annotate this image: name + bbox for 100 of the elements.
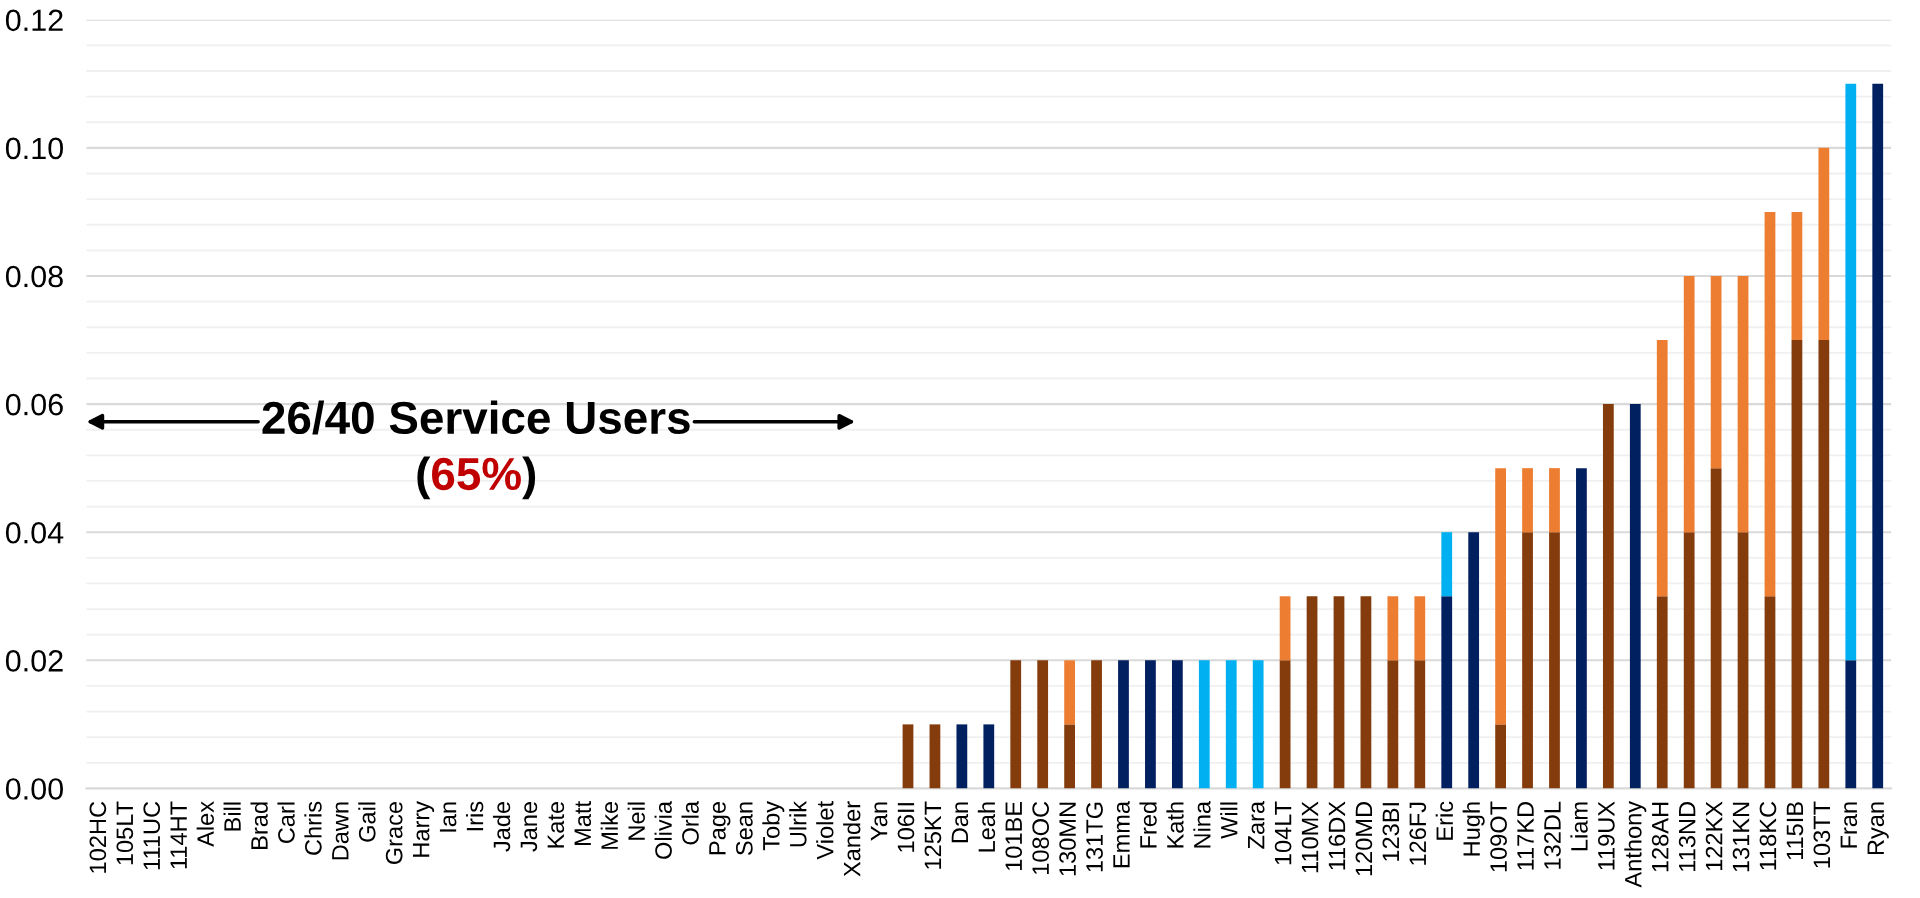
bar: [1118, 660, 1129, 789]
x-tick-label: 131KN: [1732, 802, 1750, 872]
bar: [1683, 275, 1695, 533]
annotation: (: [417, 456, 431, 500]
x-tick-label: Toby: [762, 800, 785, 851]
x-tick-label: Page: [709, 801, 731, 855]
x-tick-label: Olivia: [654, 800, 672, 859]
annotation: ): [522, 456, 536, 500]
x-tick-label: Matt: [574, 801, 592, 845]
x-tick-label: Will: [1220, 802, 1238, 839]
bar: [1441, 596, 1453, 789]
x-tick-label: Leah: [977, 802, 996, 852]
x-tick-label: Orla: [681, 800, 699, 845]
bar: [1441, 532, 1453, 597]
x-tick-label: Liam: [1570, 802, 1588, 851]
x-tick-label: Dawn: [332, 802, 349, 860]
bar: [1414, 660, 1426, 789]
bar: [1737, 275, 1749, 533]
x-tick-label: 109OT: [1490, 801, 1507, 872]
bar: [1091, 660, 1102, 789]
x-tick-label: Sean: [735, 802, 753, 856]
bar: [1064, 660, 1075, 725]
x-tick-label: Xander: [843, 801, 861, 877]
x-tick-label: Brad: [250, 802, 268, 849]
x-tick-label: 101BE: [1005, 801, 1023, 871]
bar: [983, 724, 995, 789]
bar: [1764, 211, 1776, 597]
bar: [1225, 660, 1237, 789]
bar: [1279, 596, 1291, 661]
bar: [1845, 83, 1857, 661]
y-tick-label: 0.12: [5, 9, 63, 32]
x-tick-label: Bill: [223, 802, 241, 831]
x-tick-label: Nina: [1193, 800, 1211, 848]
bar: [1037, 660, 1049, 789]
annotation: 65%: [432, 457, 521, 491]
y-tick-label: 0.06: [5, 393, 63, 416]
bar: [1495, 724, 1506, 789]
x-tick-label: 117KD: [1517, 802, 1534, 870]
y-tick-label: 0.02: [5, 650, 63, 672]
bar: [1145, 660, 1156, 789]
bar: [929, 724, 941, 789]
bar: [1495, 468, 1506, 725]
x-tick-label: Harry: [412, 800, 435, 857]
bar: [1710, 468, 1722, 789]
bar: [1872, 83, 1884, 789]
x-tick-label: Dan: [951, 802, 969, 843]
x-tick-label: 123BI: [1382, 803, 1400, 861]
bar: [1387, 660, 1399, 789]
x-tick-label: 119UX: [1597, 801, 1615, 870]
x-tick-label: 125KT: [924, 801, 942, 869]
x-tick-label: 115IB: [1786, 802, 1804, 860]
x-tick-label: Yan: [870, 802, 888, 841]
x-tick-label: 111UC: [143, 801, 161, 870]
x-tick-label: Hugh: [1462, 802, 1485, 856]
x-tick-label: 104LT: [1274, 801, 1292, 865]
x-tick-label: Mike: [600, 801, 619, 849]
bar: [1818, 340, 1830, 789]
bar: [1549, 468, 1560, 533]
bar: [1576, 468, 1587, 789]
x-tick-label: 128AH: [1651, 802, 1669, 872]
x-tick-label: 106II: [897, 803, 915, 852]
x-tick-label: 126FJ: [1409, 802, 1427, 865]
bar: [1791, 211, 1803, 341]
bar: [1710, 275, 1722, 469]
x-tick-label: 114HT: [170, 801, 187, 869]
bar: [1279, 660, 1291, 789]
bar: [1360, 596, 1372, 789]
bar: [1656, 340, 1668, 597]
x-tick-label: Fran: [1840, 802, 1858, 848]
x-tick-label: Violet: [816, 801, 834, 860]
bar: [1468, 532, 1480, 789]
x-tick-label: Emma: [1113, 800, 1130, 868]
x-tick-label: 131TG: [1086, 802, 1103, 872]
y-tick-label: 0.00: [5, 778, 63, 800]
bar: [1306, 596, 1318, 789]
x-tick-label: Jane: [520, 801, 538, 852]
x-tick-label: Chris: [304, 801, 322, 855]
bar: [1791, 340, 1803, 789]
x-tick-label: Grace: [385, 801, 403, 865]
bar: [1387, 596, 1399, 661]
bar: [1629, 404, 1641, 789]
x-tick-label: 118KC: [1759, 801, 1777, 870]
x-tick-label: 122KX: [1705, 801, 1723, 871]
x-tick-label: Anthony: [1624, 800, 1647, 888]
annotation: 26/40 Service Users: [262, 400, 690, 435]
x-tick-label: Alex: [196, 801, 214, 847]
bar: [1010, 660, 1022, 789]
x-tick-label: Neil: [627, 802, 645, 840]
x-tick-label: 130MN: [1059, 802, 1076, 876]
bar: [1064, 724, 1075, 789]
x-tick-label: Carl: [277, 802, 295, 844]
x-tick-label: Zara: [1248, 800, 1265, 849]
x-tick-label: Kath: [1166, 802, 1184, 848]
bar: [1764, 596, 1776, 789]
x-tick-label: 132DL: [1544, 801, 1561, 869]
bar: [1683, 532, 1695, 789]
bar: [1198, 660, 1210, 789]
bar: [1252, 660, 1264, 789]
x-tick-label: Gail: [358, 802, 376, 842]
bar: [1737, 532, 1749, 789]
